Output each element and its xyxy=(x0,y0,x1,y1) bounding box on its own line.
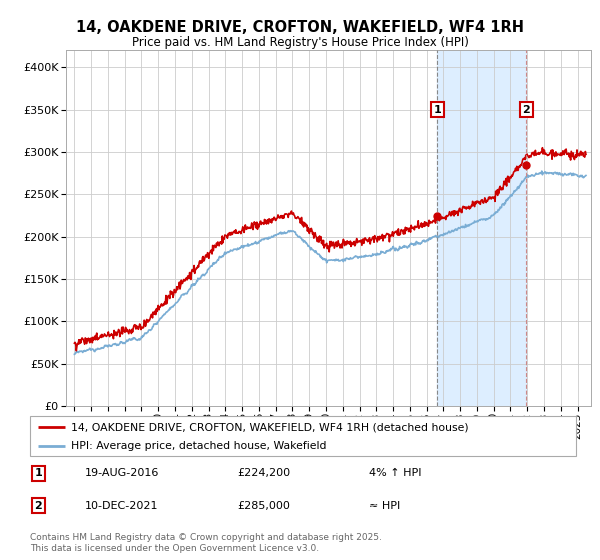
Text: £224,200: £224,200 xyxy=(238,468,290,478)
Text: 2: 2 xyxy=(523,105,530,115)
Text: 14, OAKDENE DRIVE, CROFTON, WAKEFIELD, WF4 1RH (detached house): 14, OAKDENE DRIVE, CROFTON, WAKEFIELD, W… xyxy=(71,422,469,432)
Text: 1: 1 xyxy=(34,468,42,478)
FancyBboxPatch shape xyxy=(30,416,576,456)
Text: 10-DEC-2021: 10-DEC-2021 xyxy=(85,501,158,511)
Text: £285,000: £285,000 xyxy=(238,501,290,511)
Text: 2: 2 xyxy=(34,501,42,511)
Bar xyxy=(437,50,526,406)
Text: Price paid vs. HM Land Registry's House Price Index (HPI): Price paid vs. HM Land Registry's House … xyxy=(131,36,469,49)
Text: HPI: Average price, detached house, Wakefield: HPI: Average price, detached house, Wake… xyxy=(71,441,326,451)
Text: 4% ↑ HPI: 4% ↑ HPI xyxy=(368,468,421,478)
Text: Contains HM Land Registry data © Crown copyright and database right 2025.
This d: Contains HM Land Registry data © Crown c… xyxy=(30,533,382,553)
Text: 19-AUG-2016: 19-AUG-2016 xyxy=(85,468,159,478)
Text: 1: 1 xyxy=(433,105,441,115)
Text: ≈ HPI: ≈ HPI xyxy=(368,501,400,511)
Text: 14, OAKDENE DRIVE, CROFTON, WAKEFIELD, WF4 1RH: 14, OAKDENE DRIVE, CROFTON, WAKEFIELD, W… xyxy=(76,20,524,35)
